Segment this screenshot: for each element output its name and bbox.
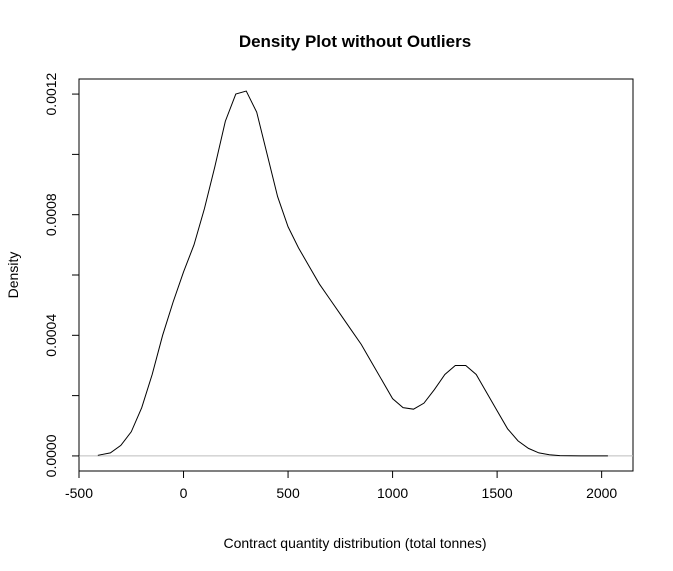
y-axis-label: Density (5, 252, 21, 299)
y-tick-label: 0.0012 (43, 72, 59, 115)
x-tick-label: 0 (180, 485, 188, 501)
y-axis: 0.0000 0.0004 0.0008 0.0012 (43, 72, 80, 477)
chart-title: Density Plot without Outliers (239, 32, 471, 51)
x-axis-label: Contract quantity distribution (total to… (223, 535, 486, 551)
x-axis: -500 0 500 1000 1500 2000 (65, 470, 617, 501)
x-tick-label: -500 (65, 485, 93, 501)
y-tick-label: 0.0004 (43, 314, 59, 357)
x-tick-label: 1000 (377, 485, 408, 501)
density-curve (97, 90, 608, 457)
plot-frame (78, 78, 634, 472)
y-tick-label: 0.0008 (43, 193, 59, 236)
x-tick-label: 2000 (586, 485, 617, 501)
x-tick-label: 1500 (482, 485, 513, 501)
y-tick-label: 0.0000 (43, 434, 59, 477)
x-tick-label: 500 (276, 485, 300, 501)
